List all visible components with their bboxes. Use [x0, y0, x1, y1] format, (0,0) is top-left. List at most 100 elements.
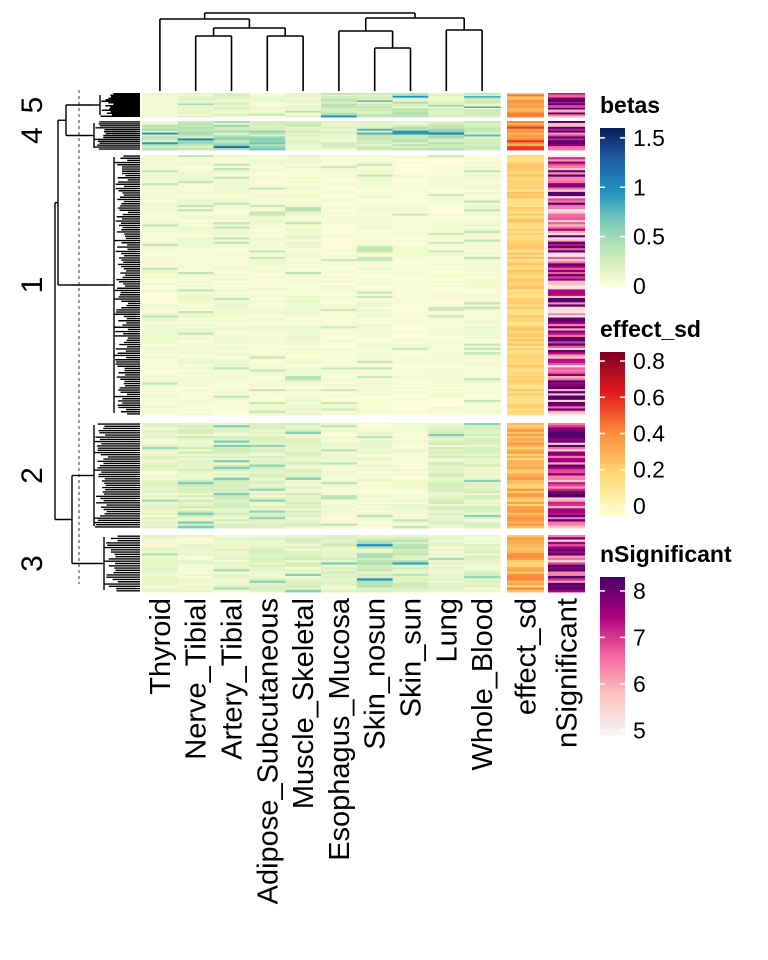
heatmap-cell: [213, 304, 250, 308]
nsignificant-cell: [548, 140, 585, 143]
legend-gradient-step: [600, 425, 625, 429]
heatmap-cell: [249, 330, 286, 334]
legend-gradient-step: [600, 692, 625, 696]
heatmap-cell: [428, 506, 465, 509]
heatmap-cell: [392, 475, 429, 479]
heatmap-cell: [428, 363, 465, 366]
heatmap-cell: [464, 460, 501, 463]
heatmap-cell: [356, 285, 394, 288]
heatmap-cell: [428, 553, 465, 556]
heatmap-cell: [356, 453, 394, 457]
heatmap-cell: [213, 239, 250, 243]
heatmap-cell: [285, 453, 322, 457]
effect-sd-cell: [507, 571, 544, 575]
heatmap-cell: [249, 589, 286, 593]
heatmap-cell: [464, 246, 501, 249]
effect-sd-cell: [507, 458, 544, 461]
legend-gradient-step: [600, 246, 625, 250]
heatmap-cell: [177, 132, 215, 135]
heatmap-cell: [213, 436, 250, 439]
heatmap-cell: [392, 376, 429, 379]
heatmap-cell: [428, 148, 465, 151]
heatmap-cell: [249, 462, 286, 465]
heatmap-cell: [285, 111, 322, 113]
heatmap-cell: [249, 391, 286, 394]
heatmap-cell: [213, 477, 250, 481]
heatmap-cell: [321, 382, 358, 386]
heatmap-cell: [177, 521, 215, 525]
heatmap-cell: [249, 475, 286, 479]
heatmap-cell: [321, 224, 358, 227]
heatmap-cell: [177, 382, 215, 386]
heatmap-cell: [249, 373, 286, 377]
heatmap-cell: [392, 334, 429, 338]
heatmap-cell: [356, 293, 394, 297]
heatmap-cell: [177, 486, 215, 490]
legend-gradient-step: [600, 677, 625, 681]
heatmap-cell: [356, 514, 394, 518]
heatmap-cell: [177, 493, 215, 496]
heatmap-cell: [321, 332, 358, 336]
heatmap-cell: [142, 285, 179, 288]
heatmap-cell: [464, 557, 501, 561]
heatmap-cell: [321, 550, 358, 554]
nsignificant-cell: [548, 490, 585, 494]
nsignificant-cell: [548, 134, 585, 137]
effect-sd-cell: [507, 165, 544, 169]
heatmap-cell: [392, 254, 429, 258]
heatmap-cell: [356, 233, 394, 236]
effect-sd-cell: [507, 412, 544, 416]
nsignificant-cell: [548, 252, 585, 256]
effect-sd-cell: [507, 425, 544, 428]
effect-sd-cell: [507, 382, 544, 386]
effect-sd-cell: [507, 170, 544, 173]
heatmap-cell: [249, 535, 286, 538]
heatmap-cell: [142, 254, 179, 258]
heatmap-cell: [142, 382, 179, 386]
heatmap-cell: [392, 321, 429, 325]
heatmap-cell: [213, 176, 250, 180]
heatmap-cell: [249, 226, 286, 230]
heatmap-cell: [392, 408, 429, 412]
heatmap-cell: [464, 134, 501, 137]
heatmap-cell: [321, 393, 358, 396]
heatmap-cell: [321, 548, 358, 552]
heatmap-cell: [464, 341, 501, 344]
nsignificant-cell: [548, 475, 585, 479]
heatmap-cell: [392, 293, 429, 297]
heatmap-cell: [356, 587, 394, 591]
effect-sd-cell: [507, 183, 544, 186]
heatmap-cell: [177, 99, 215, 101]
heatmap-cell: [285, 317, 322, 321]
heatmap-cell: [213, 96, 250, 98]
legend-gradient-step: [600, 430, 625, 434]
effect-sd-cell: [507, 287, 544, 290]
heatmap-cell: [392, 185, 429, 188]
heatmap-cell: [464, 458, 501, 461]
heatmap-cell: [213, 148, 250, 151]
heatmap-cell: [321, 282, 358, 286]
heatmap-cell: [177, 360, 215, 364]
heatmap-cell: [249, 326, 286, 329]
heatmap-cell: [142, 112, 179, 115]
heatmap-cell: [285, 282, 322, 286]
heatmap-cell: [428, 109, 465, 112]
heatmap-cell: [392, 442, 429, 446]
heatmap-cell: [249, 564, 286, 568]
heatmap-cell: [356, 146, 394, 149]
effect-sd-cell: [507, 546, 544, 550]
heatmap-cell: [177, 397, 215, 401]
nsignificant-cell: [548, 486, 585, 490]
legend-gradient-step: [600, 629, 625, 633]
legend-gradient-step: [600, 138, 625, 142]
heatmap-cell: [321, 503, 358, 507]
heatmap-cell: [356, 108, 394, 110]
effect-sd-cell: [507, 185, 544, 188]
heatmap-cell: [177, 408, 215, 412]
heatmap-cell: [249, 122, 286, 126]
heatmap-cell: [213, 278, 250, 282]
heatmap-cell: [142, 447, 179, 450]
heatmap-cell: [428, 209, 465, 212]
legend-gradient-step: [600, 357, 625, 361]
heatmap-cell: [356, 427, 394, 430]
